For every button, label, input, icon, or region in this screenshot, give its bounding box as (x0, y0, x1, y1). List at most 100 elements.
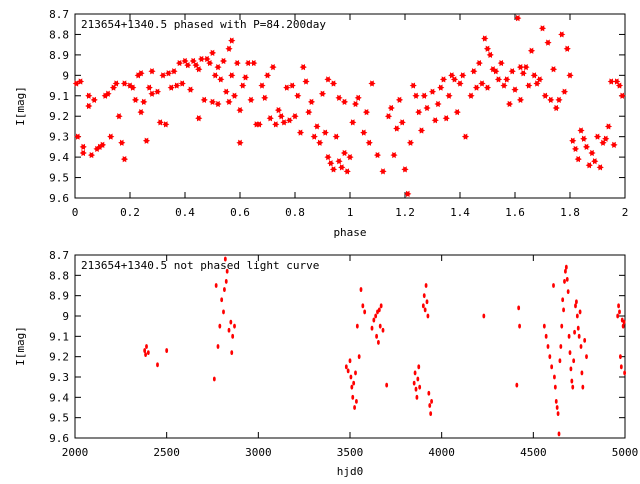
y-tick-label: 9.1 (49, 330, 69, 343)
data-point (285, 117, 294, 124)
data-point (418, 384, 422, 390)
data-point (412, 380, 416, 386)
data-point (577, 333, 581, 339)
data-point (340, 98, 349, 106)
data-point (437, 84, 445, 91)
data-point (329, 166, 338, 173)
data-point (581, 384, 585, 390)
data-point (360, 129, 368, 136)
x-tick-label: 0.8 (285, 206, 305, 219)
data-point (313, 123, 321, 130)
data-point (208, 98, 217, 106)
data-point (516, 64, 525, 71)
data-point (431, 117, 439, 124)
data-point (568, 350, 572, 355)
data-point (332, 133, 340, 140)
data-point (218, 323, 222, 329)
data-point (131, 96, 140, 103)
data-point (442, 115, 450, 122)
data-point (522, 64, 530, 71)
chart-title: 213654+1340.5 not phased light curve (81, 259, 319, 272)
data-point (351, 394, 355, 400)
x-tick-label: 2 (622, 206, 629, 219)
data-point (618, 92, 626, 99)
y-tick-label: 8.7 (49, 249, 69, 262)
data-point (492, 68, 500, 75)
data-point (186, 86, 195, 93)
data-point (616, 313, 620, 319)
data-point (519, 70, 527, 77)
data-point (362, 109, 371, 116)
data-point (120, 156, 129, 163)
data-point (79, 149, 87, 157)
data-point (175, 59, 184, 67)
data-point (553, 384, 557, 390)
data-point (530, 72, 538, 79)
data-point (426, 313, 430, 319)
data-point (579, 344, 583, 349)
data-point (401, 166, 409, 173)
data-point (538, 25, 547, 32)
data-point (354, 94, 362, 101)
data-point (604, 123, 613, 130)
data-point (571, 384, 575, 390)
data-point (335, 94, 343, 101)
x-tick-label: 1.8 (560, 206, 580, 219)
data-point (448, 72, 456, 79)
data-point (250, 59, 258, 67)
data-point (560, 323, 564, 329)
y-tick-label: 9.6 (49, 192, 69, 205)
data-point (216, 344, 220, 349)
plot-frame (74, 254, 626, 439)
y-tick-label: 9.2 (49, 351, 69, 364)
y-tick-label: 9.5 (49, 412, 69, 425)
data-point (355, 323, 359, 329)
data-point (343, 168, 351, 175)
data-point (318, 90, 327, 97)
data-point (224, 279, 228, 284)
data-point (372, 317, 376, 323)
data-point (393, 125, 401, 132)
data-point (574, 156, 582, 163)
data-point (610, 141, 618, 148)
data-point (621, 323, 625, 329)
data-point (272, 121, 280, 128)
data-point (580, 370, 584, 376)
phased-light-curve-panel: 0 0.2 0.4 0.6 0.8 1 1.2 1.4 1.6 1.8 2 8.7 8.8 8.9 9 9.1… (14, 8, 628, 239)
data-point (239, 82, 247, 89)
data-point (266, 115, 274, 122)
data-point (607, 78, 615, 85)
data-point (101, 92, 109, 99)
data-point (324, 153, 332, 161)
data-point (181, 57, 189, 65)
data-point (561, 297, 565, 303)
data-points (72, 14, 626, 198)
data-point (214, 283, 218, 288)
data-point (296, 129, 305, 136)
data-point (104, 90, 112, 97)
data-point (517, 305, 521, 311)
data-point (146, 350, 150, 355)
data-point (377, 340, 380, 345)
data-point (208, 49, 217, 56)
data-point (417, 127, 426, 134)
data-point (550, 364, 554, 370)
data-point (109, 84, 118, 91)
data-point (344, 364, 348, 370)
data-point (126, 82, 134, 89)
data-point (514, 14, 522, 22)
data-point (357, 354, 361, 360)
data-point (486, 51, 494, 59)
data-point (349, 374, 353, 380)
data-point (310, 133, 318, 140)
data-point (373, 151, 382, 159)
data-point (170, 68, 178, 75)
data-point (593, 133, 602, 140)
data-point (467, 92, 475, 99)
data-point (569, 366, 573, 372)
data-point (549, 66, 558, 73)
data-point (461, 133, 470, 140)
data-point (421, 303, 425, 309)
data-point (395, 96, 404, 103)
plot-frame (74, 13, 626, 199)
